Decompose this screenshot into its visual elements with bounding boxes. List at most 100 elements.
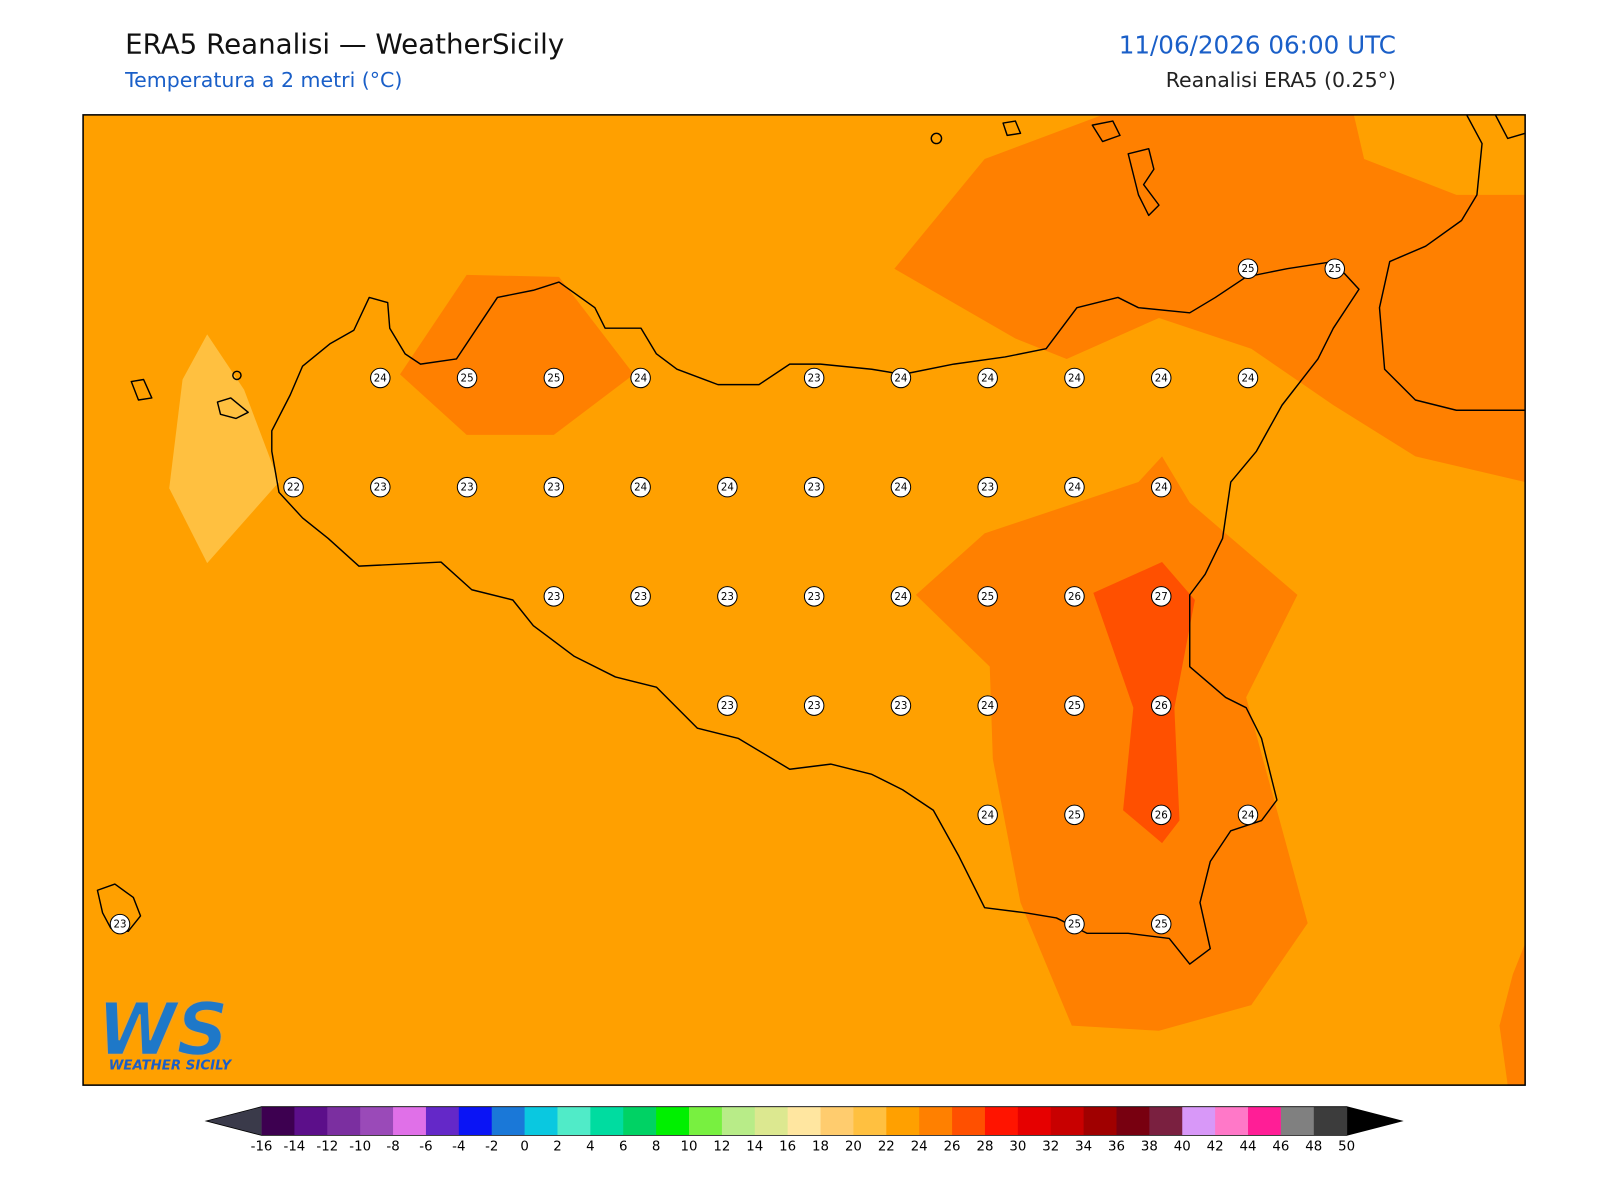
colorbar-tick-label: -12 (316, 1140, 338, 1155)
colorbar-tick-label: 20 (845, 1140, 862, 1155)
grid-label: 25 (1068, 919, 1081, 931)
colorbar-outline (204, 1106, 1404, 1136)
grid-label: 24 (894, 372, 907, 384)
colorbar-box (919, 1106, 953, 1136)
colorbar-box (1248, 1106, 1282, 1136)
colorbar-tick-label: 42 (1207, 1140, 1224, 1155)
label-marker (890, 586, 912, 607)
grid-label: 23 (721, 700, 734, 712)
label-marker (803, 476, 825, 498)
logo-mark: WS (97, 987, 228, 1071)
colorbar-box (1280, 1106, 1315, 1136)
shade-warm (894, 114, 1526, 483)
label-marker (1150, 804, 1172, 826)
date: 11/06/2026 06:00 UTC (1119, 30, 1396, 59)
label-marker (717, 695, 738, 716)
label-marker (456, 367, 478, 389)
colorbar-box (524, 1106, 558, 1136)
label-marker (1237, 367, 1259, 389)
label-marker (977, 476, 998, 498)
colorbar-box (261, 1106, 295, 1136)
label-marker (1064, 476, 1085, 498)
label-marker (717, 476, 738, 498)
colorbar-tick-label: 48 (1305, 1140, 1322, 1155)
island (1127, 147, 1160, 217)
grid-label: 23 (981, 482, 994, 494)
title: ERA5 Reanalisi — WeatherSicily (125, 27, 564, 60)
colorbar-box (623, 1106, 657, 1136)
coastline-sicily (271, 260, 1360, 965)
colorbar-tick-label: 2 (553, 1140, 561, 1155)
grid-label: 26 (1068, 591, 1081, 603)
label-marker (890, 476, 912, 498)
label-marker (803, 695, 825, 716)
colorbar-box (1313, 1106, 1348, 1136)
island (216, 397, 249, 420)
grid-label: 24 (1241, 372, 1254, 384)
label-marker (630, 367, 651, 389)
label-marker (1324, 258, 1346, 279)
colorbar-tick-label: 28 (976, 1140, 993, 1155)
shade-hot (1093, 562, 1195, 844)
label-marker (630, 476, 651, 498)
grid-label: 23 (374, 482, 387, 494)
grid-label: 24 (981, 372, 994, 384)
grid-label: 23 (461, 482, 474, 494)
colorbar-box (952, 1106, 986, 1136)
grid-label: 23 (721, 591, 734, 603)
grid-label: 24 (634, 372, 647, 384)
grid-label: 25 (1155, 919, 1168, 931)
label-marker (1150, 913, 1172, 935)
colorbar-tick-label: 32 (1042, 1140, 1059, 1155)
grid-labels: 25 25 24 25 25 24 23 24 24 24 24 24 22 23 23 23 24 24 23 24… (109, 258, 1346, 935)
label-marker (977, 586, 998, 607)
label-marker (1064, 695, 1085, 716)
grid-label: 25 (1241, 263, 1254, 275)
island (1091, 120, 1121, 143)
grid-label: 24 (1068, 372, 1081, 384)
colorbar-tick-label: 6 (619, 1140, 627, 1155)
grid-label: 26 (1155, 700, 1168, 712)
grid-label: 23 (808, 372, 821, 384)
colorbar-box (787, 1106, 822, 1136)
grid-label: 23 (808, 482, 821, 494)
grid-label: 25 (1328, 263, 1341, 275)
colorbar-box (853, 1106, 887, 1136)
source: Reanalisi ERA5 (0.25°) (1166, 68, 1396, 92)
grid-label: 25 (547, 372, 560, 384)
label-marker (543, 367, 565, 389)
label-marker (890, 695, 912, 716)
colorbar-box (1017, 1106, 1052, 1136)
colorbar-tick-label: 8 (652, 1140, 660, 1155)
label-marker (1064, 586, 1085, 607)
colorbar-tick-label: 36 (1108, 1140, 1125, 1155)
colorbar-box (1182, 1106, 1216, 1136)
grid-label: 23 (808, 591, 821, 603)
grid-label: 23 (547, 591, 560, 603)
label-marker (630, 586, 651, 607)
colorbar-tick-label: 46 (1272, 1140, 1289, 1155)
grid-label: 27 (1155, 591, 1168, 603)
coastline-calabria (1378, 114, 1526, 411)
grid-label: 22 (287, 482, 300, 494)
colorbar-tick-label: 50 (1338, 1140, 1355, 1155)
grid-label: 24 (1241, 809, 1254, 821)
coastline-calabria (1494, 114, 1526, 140)
label-marker (1237, 804, 1259, 826)
colorbar-under (206, 1106, 262, 1136)
colorbar-tick-label: 34 (1075, 1140, 1092, 1155)
colorbar-tick-label: 22 (878, 1140, 895, 1155)
colorbar-box (557, 1106, 591, 1136)
colorbar-tick-label: -4 (452, 1140, 465, 1155)
grid-label: 23 (634, 591, 647, 603)
grid-label: 24 (981, 700, 994, 712)
label-marker (977, 804, 998, 826)
grid-label: 23 (808, 700, 821, 712)
colorbar-tick-label: -16 (251, 1140, 273, 1155)
colorbar-box (1149, 1106, 1183, 1136)
grid-label: 24 (634, 482, 647, 494)
colorbar-box (1050, 1106, 1085, 1136)
colorbar-box (458, 1106, 493, 1136)
map-frame (82, 114, 1526, 1086)
